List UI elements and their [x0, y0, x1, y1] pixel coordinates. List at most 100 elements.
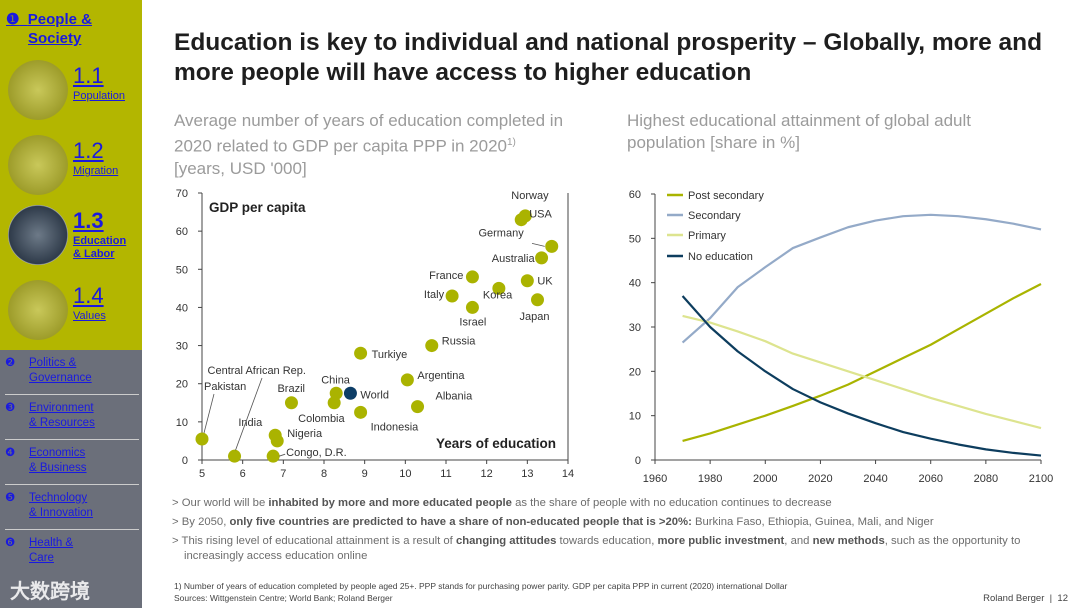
point-label: France — [429, 270, 463, 282]
footnote: 1) Number of years of education complete… — [174, 581, 788, 603]
data-point-italy — [445, 289, 459, 303]
x-tick-label: 2020 — [808, 473, 832, 485]
nav-education-labor[interactable]: 1.3 Education & Labor — [8, 205, 138, 267]
point-label: Nigeria — [287, 428, 323, 440]
point-label: China — [321, 374, 351, 386]
data-point-colombia — [327, 396, 341, 410]
point-label: Italy — [424, 289, 445, 301]
scatter-title: Average number of years of education com… — [174, 111, 564, 178]
data-point-pakistan — [195, 432, 209, 446]
leader-line — [531, 243, 545, 247]
nav-people-society[interactable]: ❶ People & Society — [6, 11, 92, 47]
x-tick-label: 5 — [199, 468, 205, 480]
point-label: Brazil — [277, 383, 305, 395]
y-tick-label: 20 — [629, 366, 641, 378]
y-tick-label: 70 — [176, 188, 188, 200]
point-label: Central African Rep. — [208, 365, 306, 377]
data-point-world — [343, 386, 357, 400]
sidebar-section-active: ❶ People & Society 1.1 Population 1.2 Migr… — [0, 0, 142, 350]
point-label: Indonesia — [371, 421, 420, 433]
legend-label: Post secondary — [688, 190, 764, 202]
x-tick-label: 2040 — [863, 473, 887, 485]
point-label: Pakistan — [204, 381, 246, 393]
point-label: Russia — [442, 336, 477, 348]
data-point-korea — [492, 281, 506, 295]
data-point-germany — [545, 239, 559, 253]
scatter-axes — [201, 193, 569, 461]
point-label: Japan — [520, 311, 550, 323]
leader-line — [235, 377, 263, 451]
point-label: World — [360, 389, 389, 401]
point-label: Albania — [436, 391, 474, 403]
point-label: Australia — [492, 253, 536, 265]
bullet-list: > Our world will be inhabited by more an… — [172, 496, 1052, 568]
series-line-secondary — [681, 213, 1042, 344]
y-tick-label: 60 — [629, 189, 641, 201]
point-label: Turkiye — [372, 349, 408, 361]
x-tick-label: 13 — [521, 468, 533, 480]
data-point-turkiye — [354, 346, 368, 360]
data-point-usa — [514, 213, 528, 227]
series-line-post-secondary — [682, 283, 1042, 442]
data-point-albania — [411, 400, 425, 414]
x-tick-label: 2100 — [1029, 473, 1053, 485]
data-point-australia — [535, 251, 549, 265]
bullet-item: > By 2050, only five countries are predi… — [172, 516, 934, 528]
point-label: Colombia — [298, 413, 345, 425]
x-tick-label: 1960 — [643, 473, 667, 485]
nav-section-6[interactable]: ❻ Health & Care — [5, 537, 74, 564]
y-tick-label: 0 — [635, 455, 641, 467]
page-title: Education is key to individual and natio… — [174, 29, 1043, 86]
series-line-no-education — [681, 295, 1042, 457]
y-tick-label: 50 — [176, 264, 188, 276]
x-tick-label: 12 — [481, 468, 493, 480]
nav-values[interactable]: 1.4 Values — [8, 280, 138, 342]
y-tick-label: 60 — [176, 226, 188, 238]
x-tick-label: 1980 — [698, 473, 722, 485]
data-point-russia — [425, 339, 439, 353]
point-label: Korea — [483, 289, 513, 301]
population-thumbnail — [8, 60, 68, 120]
nav-section-3[interactable]: ❸ Environment & Resources — [5, 401, 139, 440]
point-label: Israel — [459, 316, 486, 328]
nav-section-2[interactable]: ❷ Politics & Governance — [5, 356, 139, 395]
x-tick-label: 10 — [399, 468, 411, 480]
y-tick-label: 10 — [629, 411, 641, 423]
x-tick-label: 7 — [280, 468, 286, 480]
legend-label: No education — [688, 251, 753, 263]
legend-label: Secondary — [688, 210, 741, 222]
nav-population[interactable]: 1.1 Population — [8, 60, 138, 122]
y-tick-label: 20 — [176, 379, 188, 391]
series-line-primary — [682, 314, 1042, 430]
y-axis-label: GDP per capita — [209, 200, 306, 215]
leader-line — [203, 393, 215, 434]
education-thumbnail — [8, 205, 68, 265]
nav-section-4[interactable]: ❹ Economics & Business — [5, 446, 139, 485]
data-point-brazil — [284, 396, 298, 410]
y-tick-label: 10 — [176, 417, 188, 429]
x-tick-label: 14 — [562, 468, 574, 480]
data-point-japan — [531, 293, 544, 307]
line-chart-title: Highest educational attainment of global… — [627, 111, 972, 152]
x-tick-label: 6 — [240, 468, 246, 480]
data-point-nigeria — [270, 434, 284, 448]
y-tick-label: 50 — [629, 233, 641, 245]
data-point-indonesia — [354, 405, 368, 419]
y-tick-label: 40 — [176, 302, 188, 314]
sources: Sources: Wittgenstein Centre; World Bank… — [174, 593, 393, 603]
page-number: 12 — [1057, 593, 1068, 604]
point-label: Congo, D.R. — [286, 447, 347, 459]
nav-section-5[interactable]: ❺ Technology & Innovation — [5, 491, 139, 530]
values-thumbnail — [8, 280, 68, 340]
watermark: 大数跨境 — [10, 581, 90, 603]
data-point-france — [465, 270, 479, 284]
x-tick-label: 9 — [362, 468, 368, 480]
y-tick-label: 40 — [629, 278, 641, 290]
bullet-item: > This rising level of educational attai… — [172, 535, 1021, 562]
y-tick-label: 30 — [176, 341, 188, 353]
y-tick-label: 30 — [629, 322, 641, 334]
x-tick-label: 2000 — [753, 473, 777, 485]
nav-migration[interactable]: 1.2 Migration — [8, 135, 138, 197]
x-tick-label: 11 — [440, 468, 451, 480]
